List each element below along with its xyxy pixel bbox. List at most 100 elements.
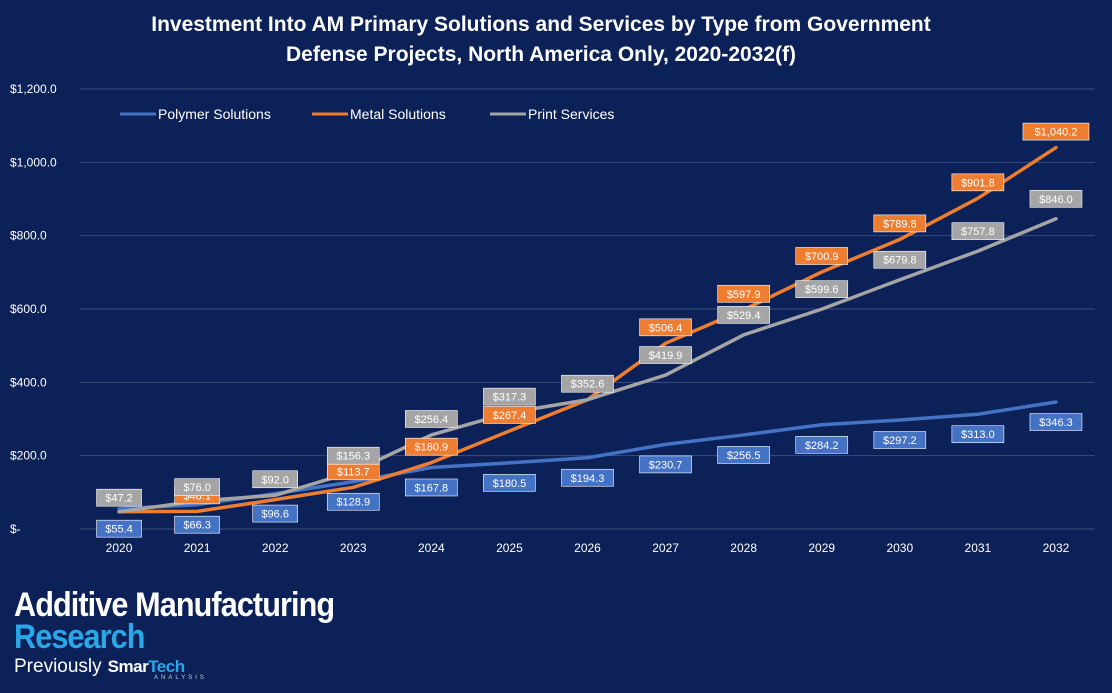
- y-tick-label: $400.0: [10, 375, 47, 389]
- line-chart: $- $200.0 $400.0 $600.0 $800.0 $1,000.0 $1,200…: [10, 82, 1095, 555]
- x-tick-label: 2032: [1043, 541, 1070, 555]
- series-line: [117, 217, 1058, 514]
- y-tick-label: $200.0: [10, 449, 47, 463]
- x-tick-label: 2020: [106, 541, 133, 555]
- data-label-box: [405, 478, 458, 497]
- brand-logo: Additive Manufacturing Research Previous…: [14, 588, 370, 681]
- x-tick-label: 2027: [652, 541, 679, 555]
- data-label: $679.8: [883, 255, 917, 267]
- data-label-box: [483, 406, 536, 424]
- data-label: $297.2: [883, 435, 917, 447]
- data-label: $66.3: [183, 520, 211, 532]
- data-label-box: [795, 247, 849, 265]
- brand-previously-text: Previously: [14, 656, 102, 677]
- data-label-box: [873, 431, 927, 449]
- data-label-box: [561, 468, 614, 487]
- data-label-box: [795, 280, 849, 298]
- y-tick-label: $-: [10, 522, 21, 536]
- data-label-box: [639, 318, 692, 337]
- x-tick-label: 2022: [262, 541, 289, 555]
- data-label: $230.7: [649, 459, 683, 471]
- data-label: $180.5: [493, 478, 527, 490]
- data-label-box: [483, 387, 536, 406]
- legend-label: Print Services: [528, 106, 614, 122]
- data-label: $55.4: [105, 524, 133, 536]
- data-label: $156.3: [336, 451, 370, 463]
- y-tick-label: $1,000.0: [10, 155, 57, 169]
- x-tick-label: 2031: [965, 541, 992, 555]
- x-tick-label: 2030: [886, 541, 913, 555]
- data-label-box: [96, 519, 142, 538]
- y-tick-label: $800.0: [10, 229, 47, 243]
- data-label: $194.3: [571, 473, 605, 485]
- data-label-box: [717, 446, 770, 464]
- data-label: $317.3: [493, 392, 527, 404]
- data-label-box: [483, 474, 536, 492]
- x-tick-label: 2021: [184, 541, 211, 555]
- data-label: $96.6: [261, 509, 289, 521]
- smartech-analysis: ANALYSIS: [154, 675, 207, 681]
- y-tick-label: $600.0: [10, 302, 47, 316]
- data-label-box: [1022, 122, 1090, 141]
- data-label: $700.9: [805, 251, 839, 263]
- data-label: $346.3: [1039, 417, 1073, 429]
- data-label: $128.9: [336, 497, 370, 509]
- data-label-box: [405, 437, 458, 456]
- data-label-box: [639, 346, 692, 364]
- x-tick-label: 2023: [340, 541, 367, 555]
- data-label-box: [873, 214, 927, 233]
- data-label: $284.2: [805, 440, 839, 452]
- data-label: $789.8: [883, 218, 917, 230]
- data-label: $1,040.2: [1035, 127, 1078, 139]
- x-tick-label: 2029: [808, 541, 835, 555]
- data-label: $113.7: [337, 466, 370, 478]
- brand-line-1: Additive Manufacturing: [14, 586, 335, 624]
- data-label-box: [1029, 413, 1083, 431]
- data-label-box: [639, 455, 692, 474]
- data-label-box: [951, 222, 1005, 240]
- data-label-box: [326, 492, 380, 511]
- data-label: $597.9: [727, 289, 761, 301]
- data-label: $599.6: [805, 284, 839, 296]
- data-label-box: [795, 435, 849, 454]
- data-label-box: [561, 374, 614, 393]
- brand-line-2: Research: [14, 618, 145, 656]
- x-tick-label: 2024: [418, 541, 445, 555]
- brand-previously: Previously SmarTech: [14, 656, 370, 678]
- data-label: $180.9: [415, 442, 449, 454]
- data-label: $901.8: [961, 177, 995, 189]
- data-label-box: [717, 284, 770, 303]
- legend-label: Polymer Solutions: [158, 106, 271, 122]
- data-label-box: [405, 410, 458, 428]
- data-label-box: [252, 470, 298, 489]
- data-label-box: [326, 446, 380, 465]
- data-label: $256.5: [727, 450, 761, 462]
- data-label: $256.4: [415, 414, 449, 426]
- data-label-box: [252, 504, 298, 523]
- chart-title: Investment Into AM Primary Solutions and…: [0, 10, 1082, 70]
- data-label-box: [174, 515, 220, 534]
- data-label: $757.8: [961, 226, 995, 238]
- data-label-box: [873, 250, 927, 269]
- smartech-smar: Smar: [107, 657, 149, 676]
- data-label: $47.2: [105, 493, 133, 505]
- data-label: $419.9: [649, 350, 683, 362]
- data-label-box: [951, 425, 1005, 444]
- data-label: $267.4: [493, 410, 527, 422]
- data-label: $846.0: [1039, 194, 1073, 206]
- y-tick-label: $1,200.0: [10, 82, 57, 96]
- x-tick-label: 2028: [730, 541, 757, 555]
- chart-title-line-2: Defense Projects, North America Only, 20…: [285, 43, 797, 66]
- data-label-box: [717, 306, 770, 324]
- smartech-tech: Tech: [148, 657, 185, 676]
- data-label: $92.0: [261, 474, 289, 486]
- data-label: $167.8: [415, 482, 449, 494]
- chart-title-line-1: Investment Into AM Primary Solutions and…: [151, 13, 931, 36]
- data-label-box: [174, 478, 220, 496]
- data-label-box: [1029, 190, 1083, 208]
- data-label: $76.0: [183, 482, 211, 494]
- smartech-logo: SmarTech: [108, 657, 185, 676]
- legend-label: Metal Solutions: [350, 106, 446, 122]
- data-label-box: [951, 173, 1005, 192]
- data-label: $313.0: [961, 429, 995, 441]
